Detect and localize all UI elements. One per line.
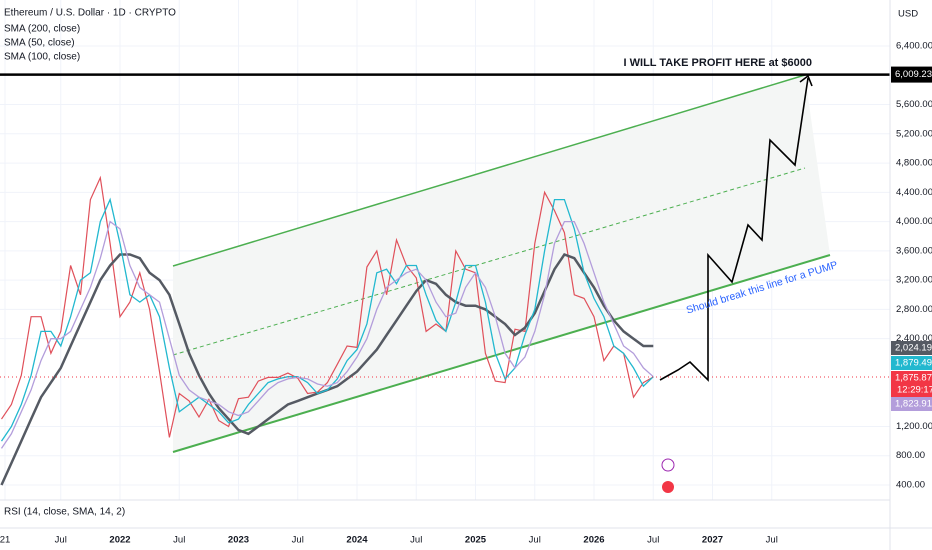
x-tick-label: Jul — [647, 535, 659, 546]
x-tick-label: 2025 — [465, 535, 487, 546]
sma-line — [0, 220, 654, 449]
x-tick-label: Jul — [766, 535, 778, 546]
y-tick-label: 3,600.00 — [896, 245, 932, 256]
price-tag — [891, 397, 932, 411]
price-tag-label: 1,823.91 — [895, 399, 932, 410]
x-tick-label: Jul — [173, 535, 185, 546]
channel-lower — [172, 254, 831, 453]
price-tag-label: 2,024.19 — [895, 343, 932, 354]
y-tick-label: 800.00 — [896, 450, 925, 461]
y-tick-label: 4,000.00 — [896, 216, 932, 227]
y-tick-label: 400.00 — [896, 480, 925, 491]
price-tag — [891, 356, 932, 370]
y-tick-label: 2,800.00 — [896, 304, 932, 315]
x-tick-label: 21 — [0, 535, 10, 546]
y-tick-label: 1,200.00 — [896, 421, 932, 432]
axes: 400.00 800.00 1,200.00 2,400.00 2,800.00 3,20… — [0, 41, 932, 546]
y-tick-label: 2,400.00 — [896, 333, 932, 344]
indicator-label: RSI (14, close, SMA, 14, 2) — [4, 507, 125, 518]
legend-entry: SMA (100, close) — [4, 52, 80, 63]
legend-entry: SMA (50, close) — [4, 38, 75, 49]
channel-upper — [172, 74, 806, 267]
annotation-profit: I WILL TAKE PROFIT HERE at $6000 — [624, 57, 812, 69]
legend-entry: SMA (200, close) — [4, 24, 80, 35]
icon[interactable] — [662, 481, 674, 493]
x-tick-label: Jul — [55, 535, 67, 546]
chart-title: Ethereum / U.S. Dollar · 1D · CRYPTO — [4, 8, 176, 19]
x-tick-label: 2022 — [109, 535, 130, 546]
price-tag-label: 1,879.49 — [895, 358, 932, 369]
plot — [0, 73, 890, 486]
channel-fill — [173, 75, 830, 452]
sma-line — [0, 197, 654, 442]
y-tick-label: 5,200.00 — [896, 128, 932, 139]
y-tick-label: 4,800.00 — [896, 158, 932, 169]
y-tick-label: 3,200.00 — [896, 275, 932, 286]
price-line — [1, 175, 654, 438]
level-tag-label: 6,009.23 — [895, 69, 932, 80]
price-tag-label: 1,875.87 — [895, 373, 932, 384]
price-tag — [891, 341, 932, 355]
x-tick-label: 2024 — [346, 535, 368, 546]
countdown: 12:29:17 — [897, 385, 932, 396]
projection — [659, 77, 809, 382]
icon[interactable] — [661, 458, 675, 472]
channel-mid — [172, 167, 806, 356]
y-tick-label: 6,400.00 — [896, 41, 932, 52]
y-tick-label: 4,400.00 — [896, 187, 932, 198]
price-tag — [891, 371, 932, 397]
x-tick-label: Jul — [410, 535, 422, 546]
x-tick-label: 2023 — [228, 535, 249, 546]
projection-arrow — [799, 74, 813, 87]
x-tick-label: 2026 — [583, 535, 604, 546]
currency: USD — [898, 9, 918, 20]
x-tick-label: Jul — [292, 535, 304, 546]
x-tick-label: 2027 — [702, 535, 723, 546]
y-tick-label: 5,600.00 — [896, 99, 932, 110]
x-tick-label: Jul — [529, 535, 541, 546]
level-tag — [891, 66, 932, 83]
